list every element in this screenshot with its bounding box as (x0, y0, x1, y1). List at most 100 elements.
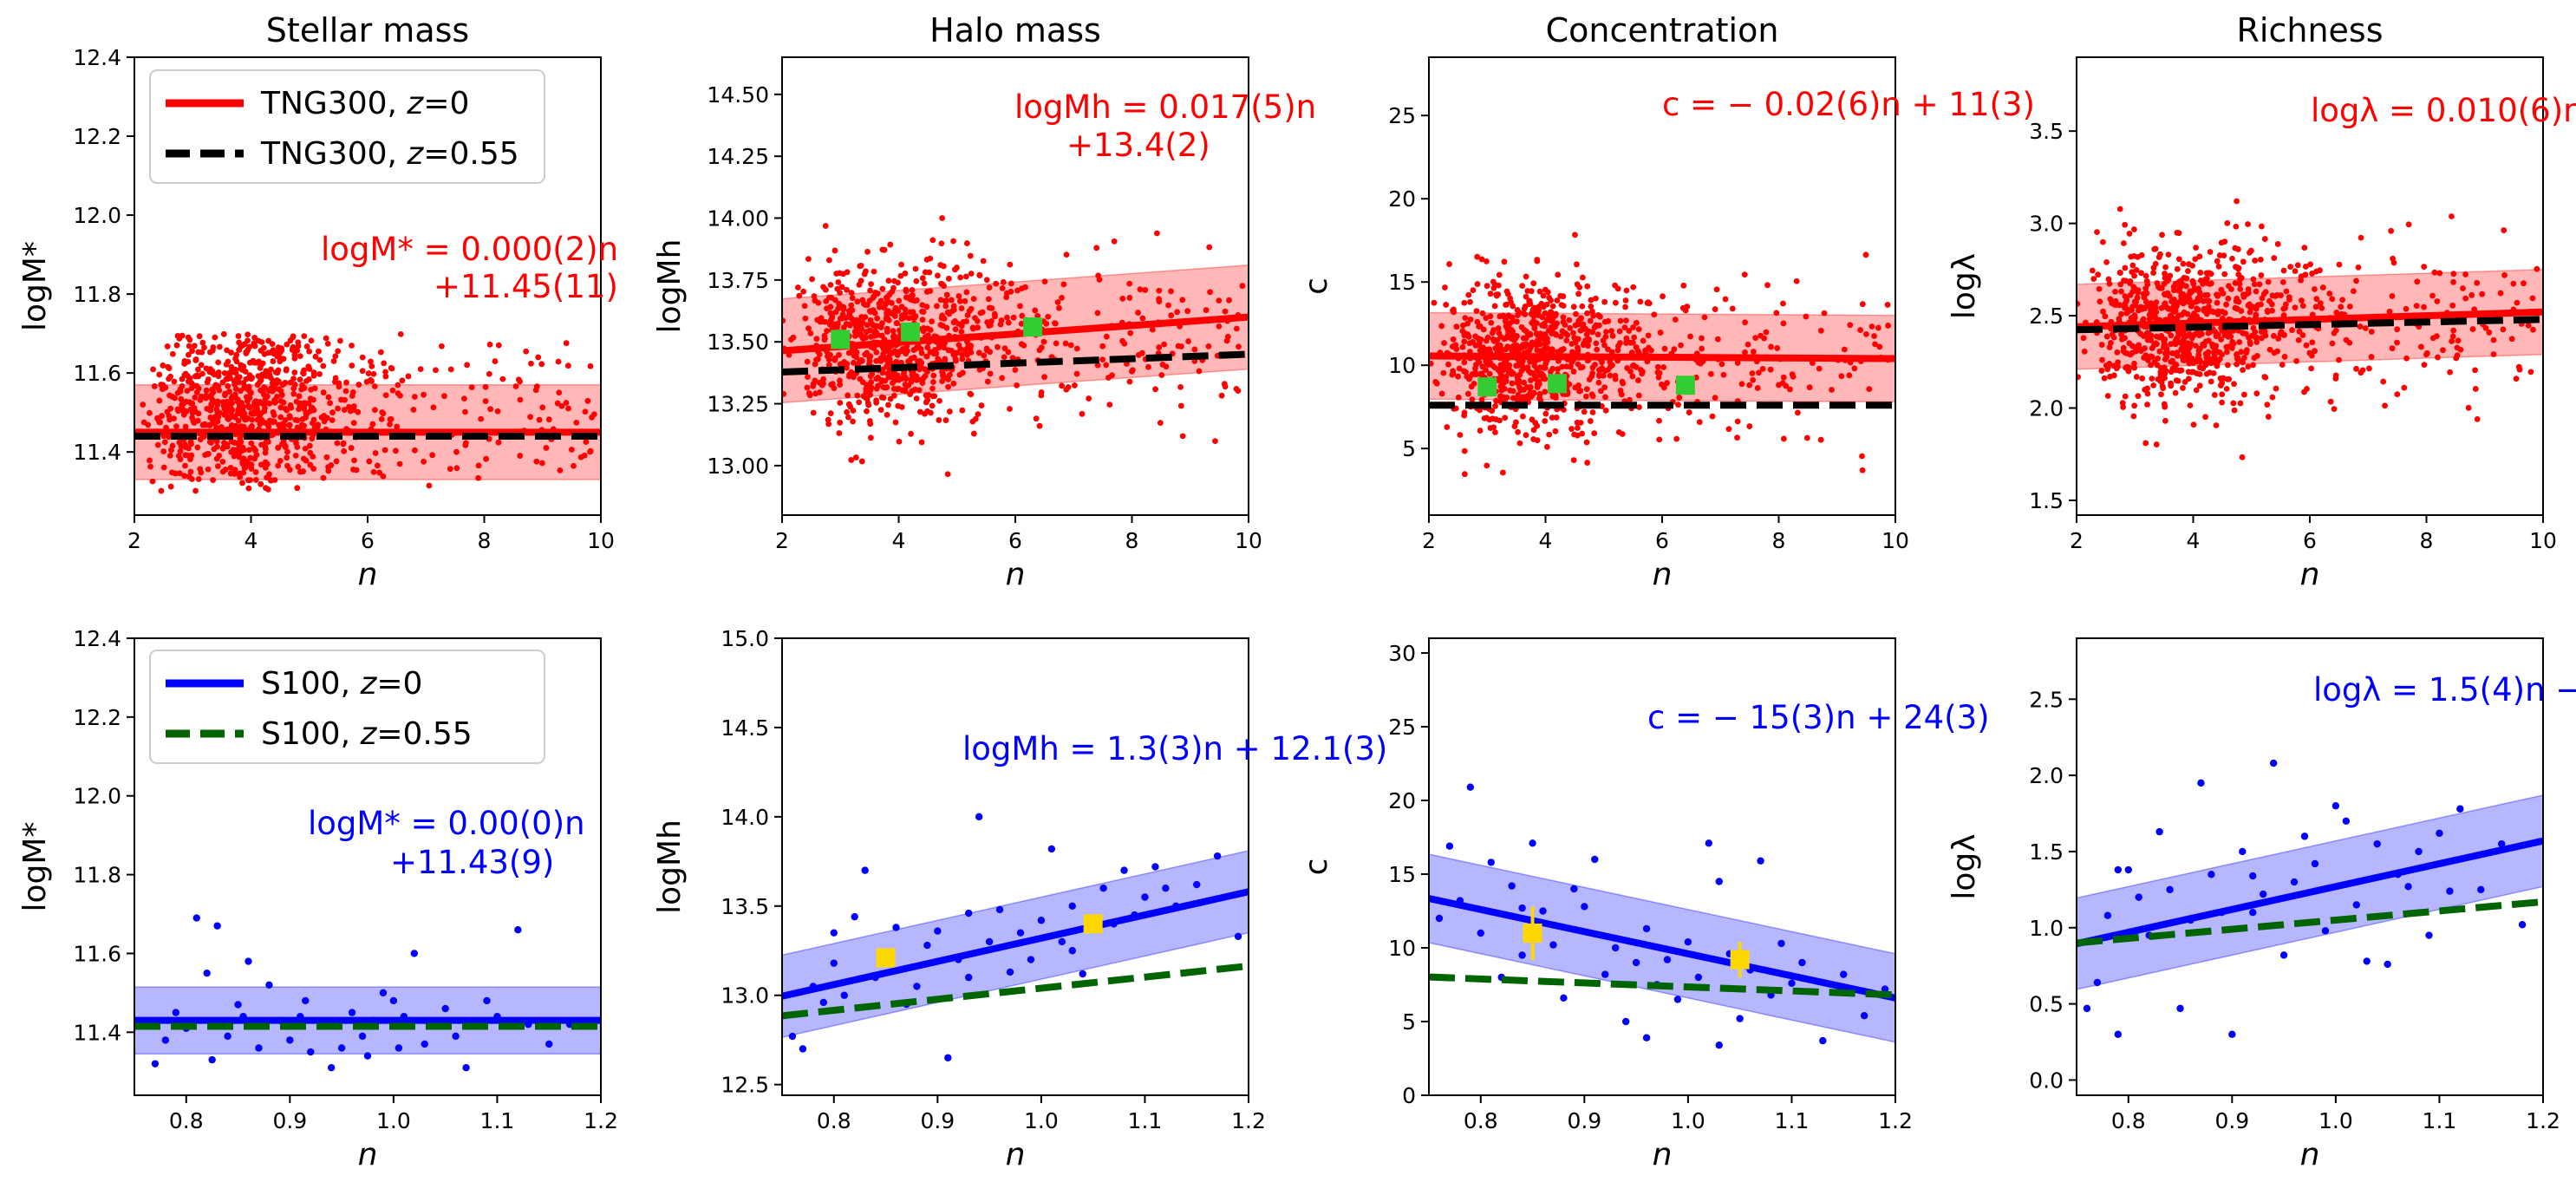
data-point (2353, 278, 2359, 284)
data-point (1749, 370, 1756, 376)
data-point (1177, 383, 1184, 390)
data-point (969, 324, 976, 331)
data-point (1544, 289, 1551, 296)
data-point (462, 1063, 470, 1072)
data-point (840, 304, 847, 310)
data-point (962, 273, 969, 280)
data-point (902, 306, 909, 313)
data-point (2368, 354, 2375, 360)
x-tick-label: 1.2 (2526, 1108, 2560, 1133)
y-tick-label: 13.5 (721, 894, 769, 919)
data-point (881, 246, 888, 253)
data-point (1675, 402, 1681, 408)
data-point (2110, 362, 2117, 369)
data-point (475, 462, 482, 469)
data-point (2203, 310, 2210, 317)
data-point (1068, 902, 1076, 910)
data-point (371, 407, 378, 414)
data-point (1490, 336, 1497, 343)
data-point (2139, 375, 2146, 382)
data-point (2170, 284, 2177, 291)
data-point (1191, 346, 1198, 353)
data-point (1841, 346, 1848, 353)
data-point (965, 342, 972, 349)
data-point (486, 341, 493, 348)
data-point (2103, 362, 2110, 369)
data-point (878, 378, 885, 385)
data-point (447, 366, 454, 373)
data-point (822, 286, 829, 293)
data-point (290, 390, 297, 397)
data-point (827, 282, 834, 288)
data-point (2162, 356, 2168, 362)
fit-line-z055 (782, 962, 1249, 1020)
x-tick-label: 8 (1125, 528, 1139, 553)
data-point (2237, 400, 2244, 407)
data-point (2114, 865, 2123, 874)
data-point (2141, 355, 2148, 361)
data-point (2269, 292, 2276, 299)
panel-title: Concentration (1546, 11, 1779, 49)
data-point (871, 268, 877, 275)
data-point (879, 320, 885, 327)
data-point (2250, 362, 2256, 369)
data-point (890, 385, 897, 392)
data-point (251, 334, 258, 341)
data-point (1588, 303, 1595, 310)
data-point (824, 305, 830, 312)
data-point (2309, 339, 2316, 346)
data-point (2124, 865, 2132, 874)
data-point (2450, 278, 2456, 285)
data-point (858, 458, 865, 465)
data-point (946, 408, 953, 415)
data-point (963, 289, 970, 296)
data-point (860, 393, 867, 400)
data-point (1863, 330, 1869, 337)
data-point (945, 275, 952, 282)
data-point (2286, 297, 2292, 303)
data-point (1846, 372, 1853, 379)
data-point (883, 316, 890, 323)
data-point (958, 305, 965, 311)
data-point (264, 393, 271, 400)
data-point (1742, 319, 1749, 326)
data-point (1472, 333, 1478, 340)
y-tick-label: 10 (1388, 353, 1416, 378)
data-point (923, 353, 930, 360)
fit-line-z055 (782, 350, 1249, 376)
y-tick-label: 13.00 (707, 454, 769, 479)
data-point (941, 283, 947, 290)
data-point (2103, 911, 2112, 919)
data-point (327, 1063, 336, 1072)
data-point (248, 440, 255, 447)
data-point (1497, 342, 1503, 349)
data-point (916, 366, 923, 373)
data-point (1871, 333, 1877, 339)
data-point (2185, 369, 2192, 375)
data-point (389, 387, 396, 394)
data-point (563, 400, 570, 406)
data-point (1620, 380, 1627, 387)
data-point (892, 419, 899, 426)
data-point (1553, 310, 1559, 317)
data-point (1516, 384, 1523, 391)
data-point (2103, 333, 2110, 340)
data-point (2431, 269, 2438, 276)
data-point (1699, 345, 1705, 352)
data-point (284, 448, 290, 455)
axes-frame (2076, 637, 2544, 1096)
data-point (1552, 395, 1559, 402)
data-point (858, 316, 865, 323)
data-point (1073, 345, 1080, 352)
data-point (2077, 300, 2081, 307)
data-point (306, 348, 313, 355)
data-point (2235, 264, 2242, 271)
data-point (1005, 319, 1012, 326)
data-point (382, 392, 389, 399)
data-point (1605, 346, 1611, 353)
data-point (910, 309, 916, 316)
data-point (389, 996, 398, 1005)
data-point (268, 349, 275, 356)
data-point (1587, 317, 1594, 324)
data-point (1486, 346, 1493, 353)
